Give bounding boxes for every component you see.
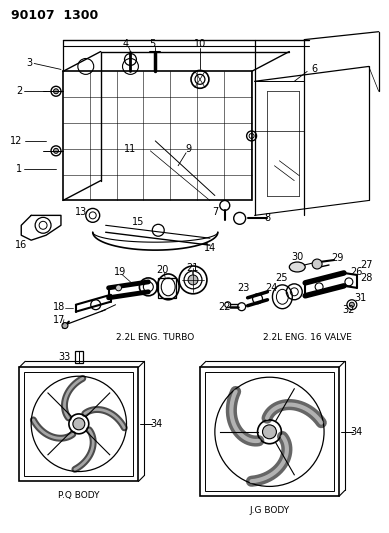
Text: 10: 10 xyxy=(194,38,206,49)
Circle shape xyxy=(258,420,281,444)
Text: 27: 27 xyxy=(361,260,373,270)
Text: 90107  1300: 90107 1300 xyxy=(11,9,98,22)
Bar xyxy=(75,351,83,364)
Bar xyxy=(24,372,133,477)
Circle shape xyxy=(188,275,198,285)
Text: 19: 19 xyxy=(114,267,127,277)
Text: 6: 6 xyxy=(311,64,317,75)
Text: 3: 3 xyxy=(26,59,32,68)
Text: 23: 23 xyxy=(237,283,250,293)
Text: 34: 34 xyxy=(150,419,162,429)
Circle shape xyxy=(116,285,121,291)
Circle shape xyxy=(69,414,89,434)
Text: 2.2L ENG. 16 VALVE: 2.2L ENG. 16 VALVE xyxy=(263,333,352,342)
Text: 21: 21 xyxy=(186,263,198,273)
Text: 26: 26 xyxy=(350,267,363,277)
Text: 24: 24 xyxy=(265,283,278,293)
Text: 9: 9 xyxy=(185,144,191,154)
Text: 33: 33 xyxy=(59,352,71,362)
Text: 11: 11 xyxy=(124,144,137,154)
Text: 12: 12 xyxy=(10,136,23,146)
Circle shape xyxy=(54,148,58,154)
Text: 1: 1 xyxy=(16,164,22,174)
Text: 17: 17 xyxy=(53,314,65,325)
Text: 15: 15 xyxy=(132,217,145,227)
Text: 28: 28 xyxy=(361,273,373,283)
Text: P.Q BODY: P.Q BODY xyxy=(58,491,100,500)
Ellipse shape xyxy=(289,262,305,272)
Text: 30: 30 xyxy=(291,252,303,262)
Circle shape xyxy=(349,302,354,307)
Text: 2: 2 xyxy=(16,86,23,96)
Circle shape xyxy=(54,89,58,94)
Text: 13: 13 xyxy=(75,207,87,217)
Text: 29: 29 xyxy=(331,253,343,263)
Text: 20: 20 xyxy=(156,265,168,275)
Text: 8: 8 xyxy=(265,213,270,223)
Circle shape xyxy=(62,322,68,328)
Text: 32: 32 xyxy=(343,305,355,314)
Text: 18: 18 xyxy=(53,302,65,312)
Text: 14: 14 xyxy=(204,243,216,253)
Text: 16: 16 xyxy=(15,240,27,250)
Text: 25: 25 xyxy=(275,273,287,283)
Bar xyxy=(63,71,252,200)
Text: 2.2L ENG. TURBO: 2.2L ENG. TURBO xyxy=(116,333,194,342)
Text: 5: 5 xyxy=(149,38,156,49)
Bar xyxy=(19,367,138,481)
Text: 4: 4 xyxy=(123,38,128,49)
Text: 34: 34 xyxy=(351,427,363,437)
Bar xyxy=(205,372,334,491)
Circle shape xyxy=(73,418,85,430)
Text: J.G BODY: J.G BODY xyxy=(249,506,289,515)
Bar xyxy=(200,367,339,496)
Text: 7: 7 xyxy=(212,207,218,217)
Circle shape xyxy=(263,425,277,439)
Text: 31: 31 xyxy=(355,293,367,303)
Bar xyxy=(158,278,176,298)
Circle shape xyxy=(312,259,322,269)
Text: 22: 22 xyxy=(219,302,231,312)
